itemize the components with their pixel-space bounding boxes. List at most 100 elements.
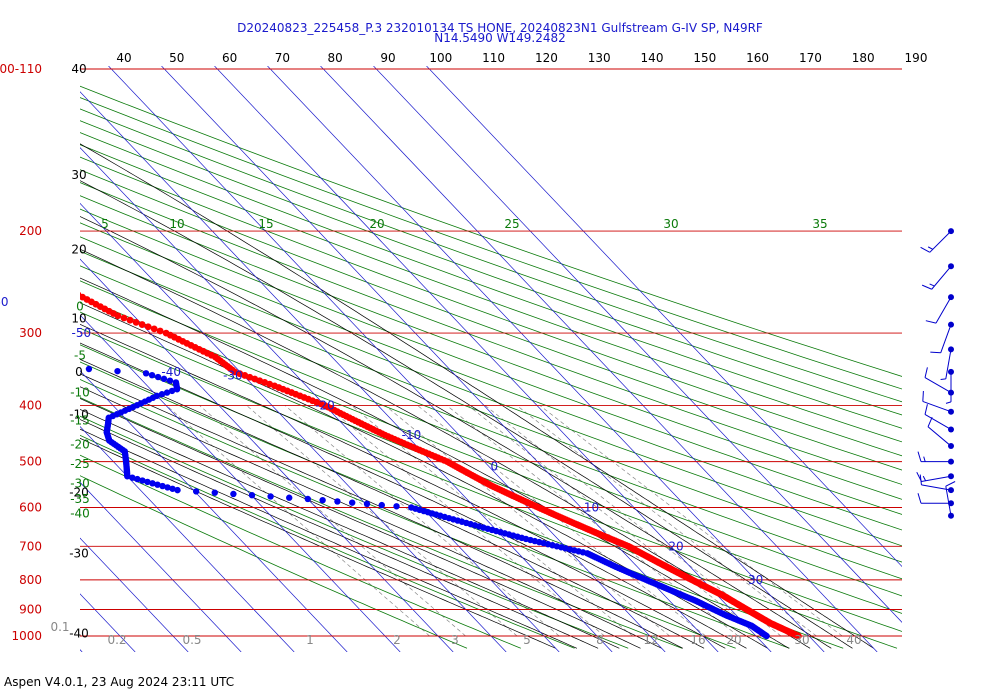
dewpoint-point bbox=[144, 478, 151, 486]
top-temp-label: 150 bbox=[693, 51, 716, 65]
temperature-point bbox=[114, 312, 122, 320]
wind-barb-shaft bbox=[924, 377, 952, 394]
moist-adiabat-line bbox=[80, 277, 790, 649]
dry-adiabat-line bbox=[80, 265, 902, 580]
isotherm-line bbox=[80, 537, 189, 652]
pressure-label: 800 bbox=[19, 573, 42, 587]
isotherm-line bbox=[80, 426, 295, 652]
moist-adiabat-line bbox=[80, 398, 641, 649]
pressure-label: 600 bbox=[19, 500, 42, 514]
altitude-label: 10 bbox=[71, 311, 86, 325]
wind-barb bbox=[921, 263, 954, 290]
top-temp-label: 110 bbox=[482, 51, 505, 65]
temperature-point bbox=[70, 289, 77, 296]
dewpoint-point bbox=[169, 485, 176, 492]
dewpoint-point bbox=[230, 490, 237, 498]
temperature-point bbox=[65, 286, 72, 293]
isotherm-line bbox=[108, 66, 666, 652]
isotherm-line bbox=[80, 314, 401, 652]
moist-adiabat-line bbox=[80, 437, 556, 649]
theta-label: -30 bbox=[70, 476, 90, 490]
mixing-ratio-label: 20 bbox=[726, 633, 741, 647]
dry-adiabat-line bbox=[80, 434, 575, 649]
dewpoint-point bbox=[0, 274, 5, 280]
isotherm-label: -60 bbox=[0, 295, 9, 309]
wind-barb-half-flag bbox=[922, 475, 927, 481]
moist-adiabat-line bbox=[80, 358, 705, 649]
dry-adiabat-line bbox=[80, 250, 902, 563]
dewpoint-point bbox=[11, 279, 17, 285]
dry-adiabat-line bbox=[80, 475, 468, 649]
temperature-point bbox=[120, 314, 128, 322]
top-temp-label: 140 bbox=[641, 51, 664, 65]
pressure-label: 300 bbox=[19, 326, 42, 340]
isotherm-line bbox=[214, 66, 772, 652]
dewpoint-point bbox=[304, 495, 312, 503]
wind-barb bbox=[945, 368, 954, 404]
dewpoint-point bbox=[29, 287, 35, 293]
wind-barb bbox=[920, 228, 954, 253]
top-temp-label: 80 bbox=[328, 51, 343, 65]
dry-adiabat-line bbox=[80, 311, 902, 632]
isotherm-label: 10 bbox=[584, 500, 599, 514]
temperature-point bbox=[20, 263, 27, 270]
moist-adiabat-line bbox=[80, 373, 684, 649]
isotherm-line bbox=[161, 66, 719, 652]
dewpoint-point bbox=[166, 377, 174, 384]
dewpoint-point bbox=[46, 296, 52, 302]
mixing-ratio-label: 1 bbox=[306, 633, 314, 647]
dewpoint-point bbox=[168, 387, 176, 395]
wind-barb-station bbox=[948, 487, 954, 494]
dewpoint-point bbox=[163, 389, 171, 396]
wind-barb-flag bbox=[920, 246, 931, 253]
altitude-label: 0 bbox=[75, 365, 83, 379]
wind-barb-station bbox=[948, 389, 954, 396]
isotherm-line bbox=[80, 370, 348, 652]
mixing-ratio-label: 0.2 bbox=[107, 633, 126, 647]
dewpoint-point bbox=[248, 492, 256, 499]
wind-barb-flag bbox=[924, 367, 928, 378]
moist-adiabat-line bbox=[80, 323, 747, 649]
wind-barb bbox=[922, 390, 954, 415]
moist-adiabat-line bbox=[80, 216, 832, 649]
dry-adiabat-line bbox=[80, 236, 902, 547]
wind-barb bbox=[925, 294, 954, 324]
dry-adiabat-line bbox=[80, 132, 902, 429]
dewpoint-point bbox=[349, 499, 356, 506]
dewpoint-point bbox=[24, 284, 30, 290]
altitude-label: -30 bbox=[69, 546, 89, 560]
dry-adiabat-line bbox=[80, 195, 902, 500]
wind-barbs bbox=[916, 228, 956, 519]
wind-barb-shaft bbox=[927, 426, 952, 447]
wind-barb-shaft bbox=[924, 414, 952, 430]
dry-adiabat-line bbox=[80, 156, 902, 457]
dewpoint-point bbox=[19, 304, 25, 310]
dewpoint-point bbox=[192, 488, 200, 495]
wind-barb bbox=[924, 404, 954, 433]
top-temp-label: 160 bbox=[746, 51, 769, 65]
wind-barb-station bbox=[948, 321, 954, 328]
wind-barb-shaft bbox=[945, 349, 952, 379]
wind-barb-station bbox=[948, 473, 954, 480]
mixing-ratio-line bbox=[199, 405, 466, 637]
axis-labels: 100-110200300400500600700800900100040506… bbox=[0, 51, 927, 647]
theta-label: 35 bbox=[812, 217, 827, 231]
dewpoint-point bbox=[5, 276, 11, 282]
isotherm-label: 20 bbox=[668, 539, 683, 553]
dewpoint-point bbox=[378, 501, 385, 509]
pressure-label: 200 bbox=[19, 224, 42, 238]
wind-barb-flag bbox=[945, 481, 956, 487]
isotherm-label: -50 bbox=[72, 326, 92, 340]
dewpoint-point bbox=[267, 493, 274, 500]
mixing-ratio-label: 2 bbox=[393, 633, 401, 647]
dewpoint-point bbox=[129, 474, 136, 481]
wind-barb-half-flag bbox=[923, 456, 926, 462]
altitude-label: -10 bbox=[69, 408, 89, 422]
wind-barb bbox=[917, 451, 954, 465]
temperature-point bbox=[14, 260, 21, 267]
theta-label: 20 bbox=[369, 217, 384, 231]
isotherm-line bbox=[80, 593, 136, 652]
theta-label: 0 bbox=[76, 300, 84, 314]
pressure-label: 700 bbox=[19, 539, 42, 553]
